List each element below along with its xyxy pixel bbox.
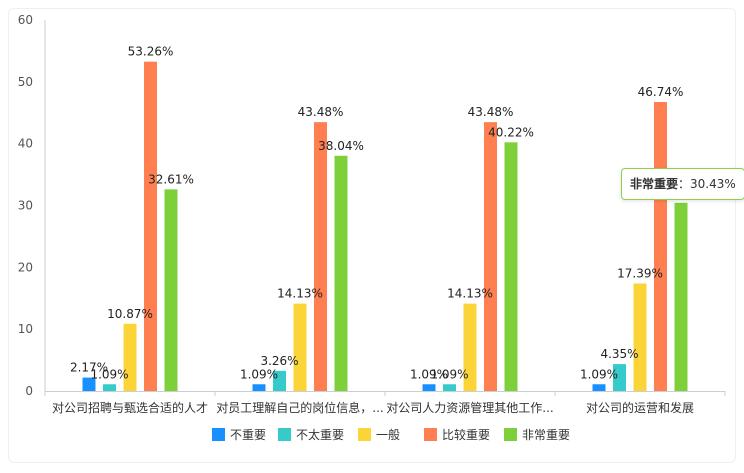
data-label: 1.09% (580, 367, 618, 381)
bar (484, 122, 497, 391)
data-label: 53.26% (128, 45, 174, 59)
data-label: 10.87% (107, 307, 153, 321)
bar (144, 61, 157, 392)
y-tick-label: 60 (18, 13, 33, 27)
tooltip-series-name: 非常重要 (630, 177, 679, 191)
legend-label: 不重要 (230, 428, 266, 442)
x-category-label: 对员工理解自己的岗位信息，... (216, 400, 383, 415)
legend-swatch (424, 428, 437, 441)
bar (504, 142, 518, 391)
data-label: 43.48% (468, 105, 514, 119)
legend-swatch (212, 428, 225, 441)
bar (334, 155, 348, 391)
tooltip: 非常重要：30.43% (621, 168, 744, 200)
bar (654, 101, 667, 391)
legend-label: 不太重要 (296, 427, 344, 442)
bar (314, 122, 327, 391)
data-label: 14.13% (277, 287, 323, 301)
data-label: 3.26% (260, 354, 298, 368)
data-label: 43.48% (298, 105, 344, 119)
bars (82, 61, 688, 392)
bar (613, 364, 626, 391)
y-tick-label: 30 (18, 199, 33, 213)
x-category-label: 对公司的运营和发展 (586, 400, 694, 415)
data-labels: 2.17%1.09%10.87%53.26%32.61%1.09%3.26%14… (70, 45, 704, 382)
legend-swatch (278, 428, 291, 441)
y-tick-label: 10 (18, 322, 33, 336)
data-label: 38.04% (318, 139, 364, 153)
legend-label: 一般 (376, 427, 400, 442)
data-label: 1.09% (90, 367, 128, 381)
tooltip-value: 30.43% (690, 177, 736, 191)
legend: 不重要 不太重要 一般 比较重要 非常重要 (212, 427, 570, 442)
bar (252, 384, 266, 391)
data-label: 14.13% (447, 287, 493, 301)
legend-swatch (358, 428, 371, 441)
legend-label: 非常重要 (522, 428, 570, 442)
chart-card (8, 8, 736, 463)
y-tick-label: 0 (25, 384, 33, 398)
bar (674, 202, 688, 391)
bar (463, 303, 477, 391)
data-label: 1.09% (430, 367, 468, 381)
data-label: 32.61% (148, 172, 194, 186)
data-label: 2.17% (70, 361, 108, 375)
bar (293, 303, 307, 391)
data-label: 46.74% (638, 85, 684, 99)
legend-label: 比较重要 (442, 427, 490, 442)
bar (273, 370, 286, 391)
bar (103, 384, 116, 391)
x-category-label: 对公司人力资源管理其他工作... (386, 400, 553, 415)
bar (123, 323, 137, 391)
data-label: 17.39% (617, 266, 663, 280)
bar (633, 283, 647, 391)
bar (443, 384, 456, 391)
bar (82, 377, 96, 391)
axes: 0 10 20 30 40 50 60 对公司招聘与甄选合适的人才 对员工理解自己的岗位信息，.… (18, 13, 726, 415)
data-label: 4.35% (600, 347, 638, 361)
tooltip-separator: ： (678, 177, 691, 191)
bar (164, 189, 178, 391)
y-tick-label: 20 (18, 260, 33, 274)
data-label: 1.09% (240, 367, 278, 381)
bar (592, 384, 606, 391)
legend-swatch (504, 428, 517, 441)
y-tick-label: 40 (18, 137, 33, 151)
x-category-label: 对公司招聘与甄选合适的人才 (52, 400, 208, 415)
bar (422, 384, 436, 391)
y-tick-label: 50 (18, 75, 33, 89)
data-label: 1.09% (410, 367, 448, 381)
data-label: 40.22% (488, 125, 534, 139)
